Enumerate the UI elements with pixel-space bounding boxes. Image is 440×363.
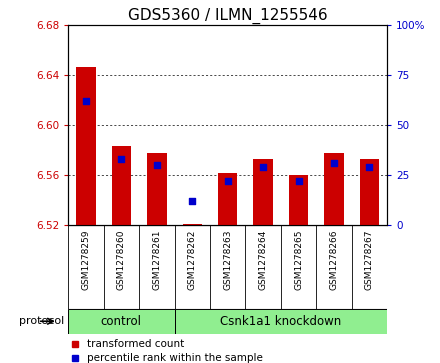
Bar	[253, 159, 273, 225]
Point	[260, 164, 267, 170]
Point	[295, 178, 302, 184]
Text: GSM1278262: GSM1278262	[188, 229, 197, 290]
Point	[118, 156, 125, 162]
Text: GSM1278267: GSM1278267	[365, 229, 374, 290]
Text: GSM1278266: GSM1278266	[330, 229, 338, 290]
Bar	[324, 153, 344, 225]
Title: GDS5360 / ILMN_1255546: GDS5360 / ILMN_1255546	[128, 8, 327, 24]
Text: Csnk1a1 knockdown: Csnk1a1 knockdown	[220, 315, 341, 328]
Text: GSM1278260: GSM1278260	[117, 229, 126, 290]
Bar	[76, 66, 95, 225]
Text: protocol: protocol	[18, 316, 64, 326]
Text: GSM1278265: GSM1278265	[294, 229, 303, 290]
Bar	[112, 146, 131, 225]
Bar	[147, 153, 167, 225]
Point	[189, 198, 196, 204]
Bar	[183, 224, 202, 225]
Bar	[68, 309, 175, 334]
Point	[82, 98, 89, 104]
Text: transformed count: transformed count	[87, 339, 185, 349]
Point	[366, 164, 373, 170]
Point	[330, 160, 337, 166]
Point	[153, 162, 160, 168]
Text: GSM1278264: GSM1278264	[259, 229, 268, 290]
Bar	[175, 309, 387, 334]
Text: percentile rank within the sample: percentile rank within the sample	[87, 353, 263, 363]
Text: GSM1278263: GSM1278263	[223, 229, 232, 290]
Point	[224, 178, 231, 184]
Bar	[360, 159, 379, 225]
Bar	[289, 175, 308, 225]
Text: control: control	[101, 315, 142, 328]
Text: GSM1278259: GSM1278259	[81, 229, 91, 290]
Bar	[218, 173, 238, 225]
Text: GSM1278261: GSM1278261	[152, 229, 161, 290]
